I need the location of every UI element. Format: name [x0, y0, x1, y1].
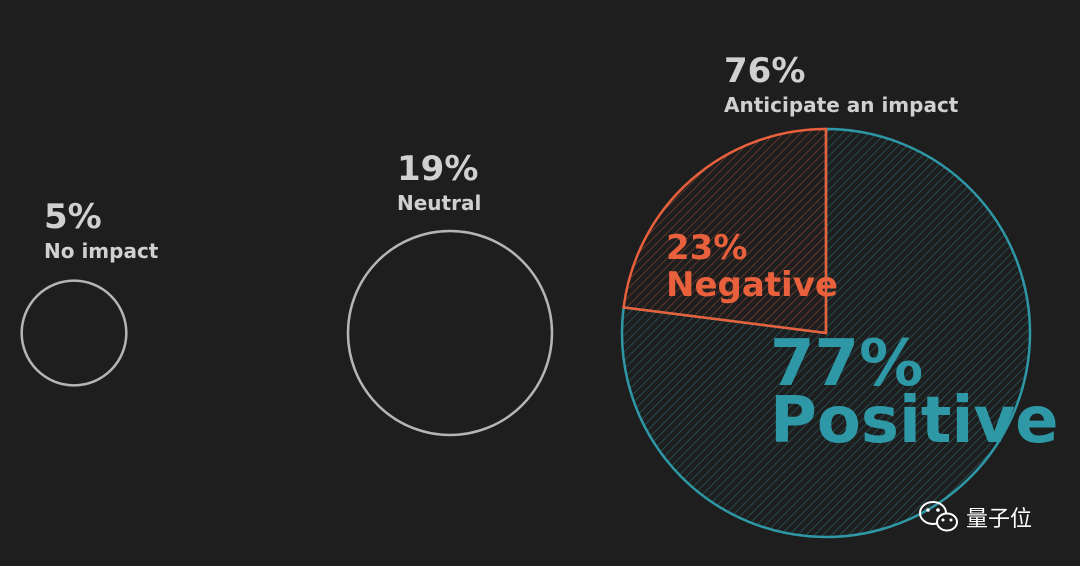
- no-impact-circle: [20, 279, 128, 387]
- neutral-circle: [346, 229, 554, 437]
- group-anticipate-impact: 76% Anticipate an impact 23% Negative 77…: [620, 51, 1059, 539]
- watermark-text: 量子位: [966, 507, 1032, 532]
- positive-label: Positive: [770, 384, 1059, 458]
- negative-percent: 23%: [666, 228, 747, 268]
- wechat-icon: [919, 501, 958, 532]
- group-no-impact: 5% No impact: [20, 197, 159, 387]
- no-impact-label: No impact: [44, 239, 159, 263]
- neutral-percent: 19%: [397, 149, 478, 189]
- negative-slice: [622, 127, 828, 335]
- neutral-label: Neutral: [397, 191, 481, 215]
- group-neutral: 19% Neutral: [346, 149, 554, 437]
- anticipate-percent: 76%: [724, 51, 805, 91]
- watermark: 量子位: [919, 501, 1032, 532]
- no-impact-percent: 5%: [44, 197, 102, 237]
- anticipate-label: Anticipate an impact: [724, 93, 959, 117]
- positive-percent: 77%: [770, 327, 923, 401]
- negative-label: Negative: [666, 265, 838, 305]
